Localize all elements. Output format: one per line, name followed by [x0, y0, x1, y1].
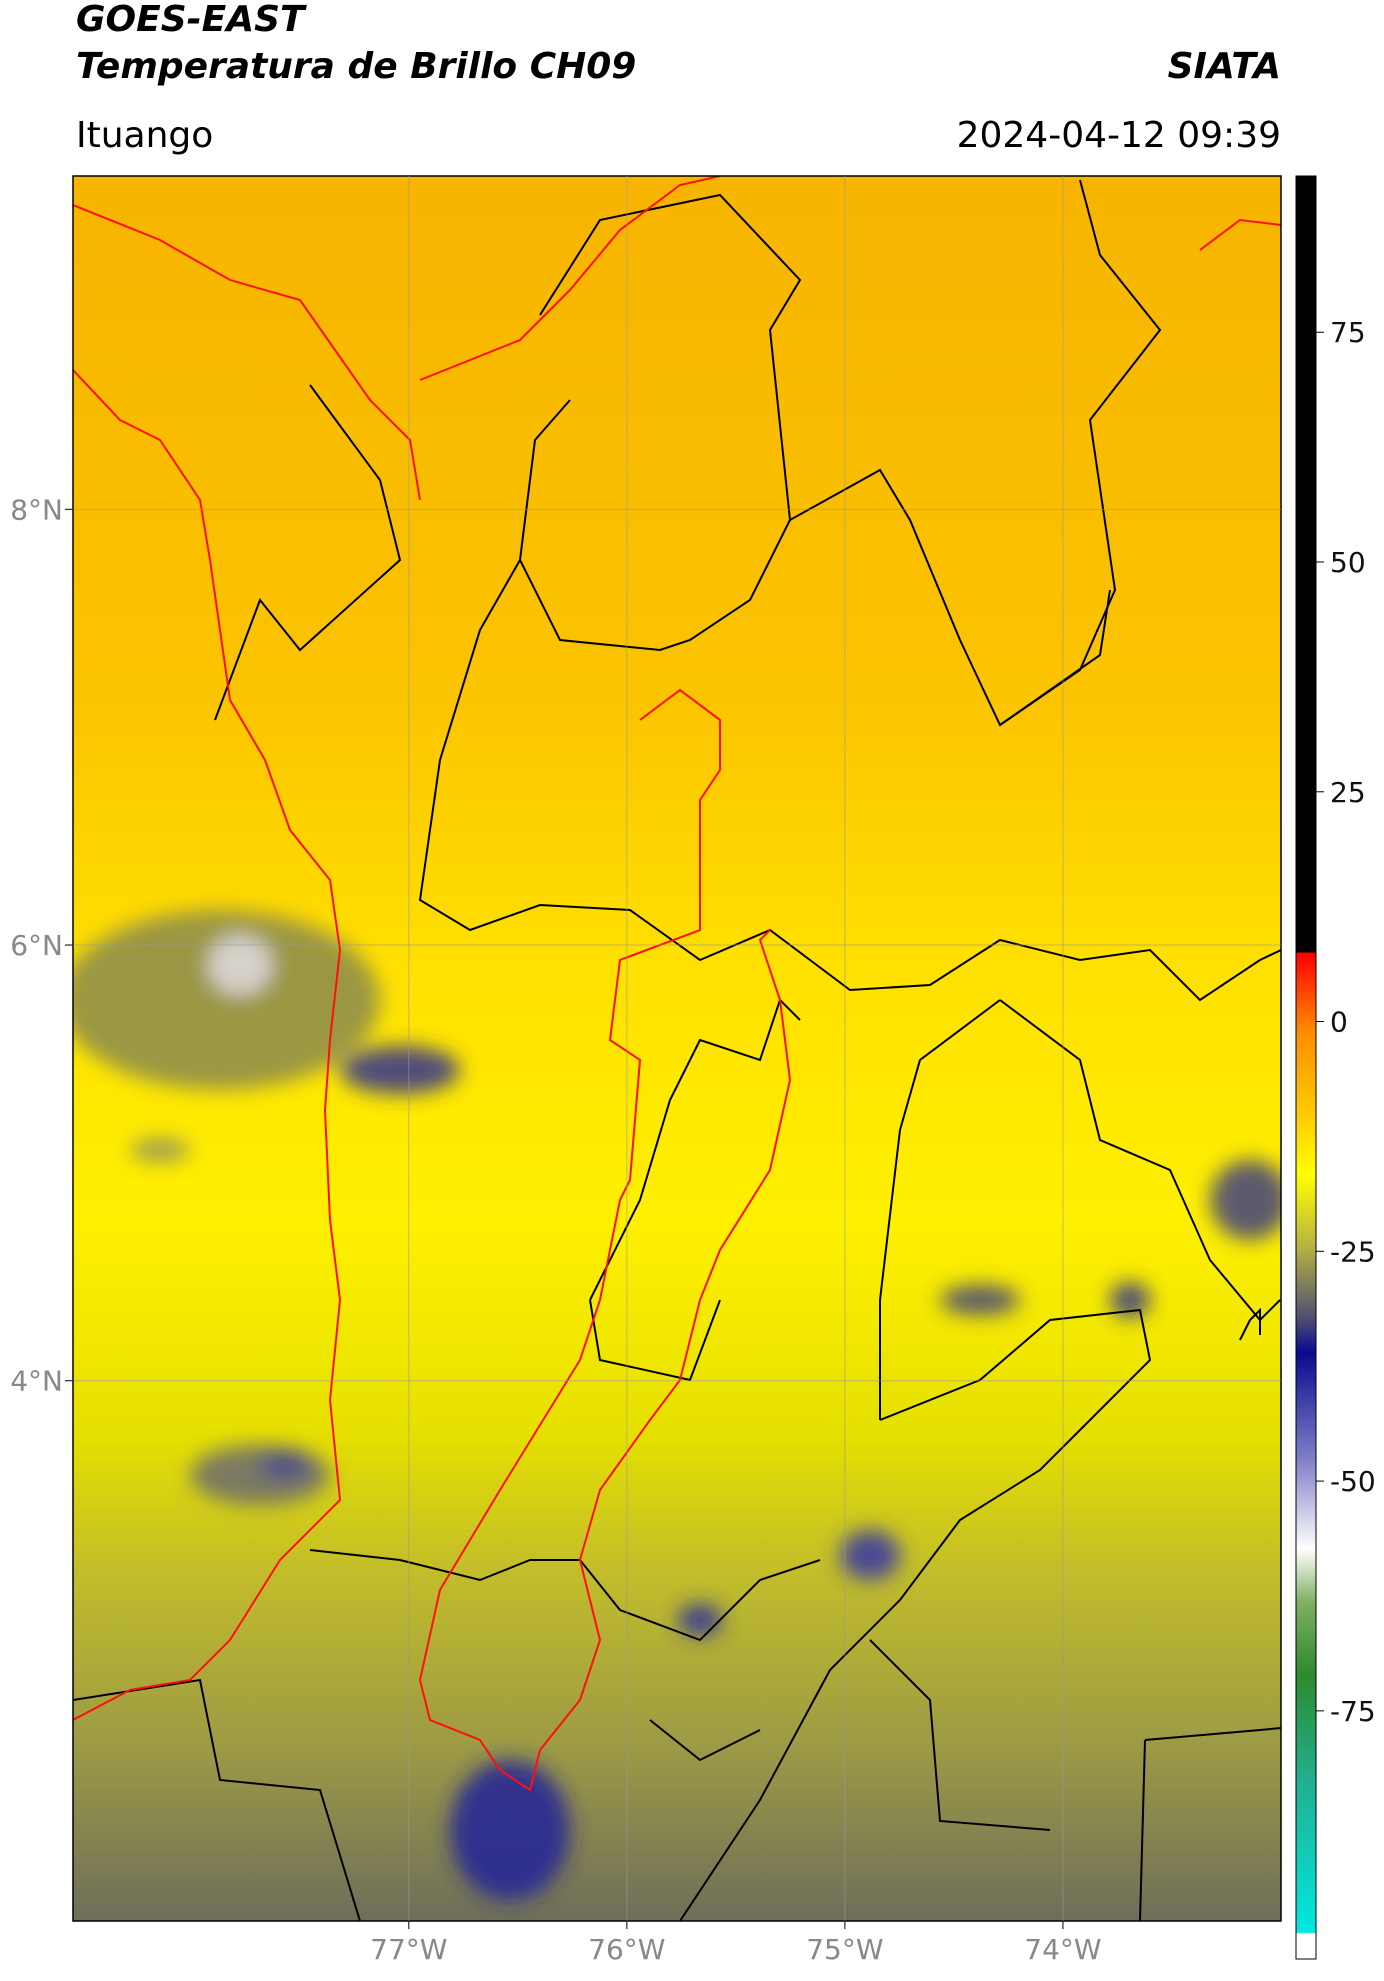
x-tick-label: 74°W — [1024, 1933, 1101, 1966]
brand: SIATA — [1168, 46, 1281, 87]
x-tick-label: 76°W — [588, 1933, 665, 1966]
title: GOES-EAST — [76, 0, 307, 40]
colorbar-tick-label: -75 — [1330, 1695, 1376, 1728]
y-tick-label: 6°N — [10, 929, 63, 962]
colorbar-tick-label: 50 — [1330, 546, 1366, 579]
colorbar — [1295, 175, 1317, 1960]
map-field — [73, 176, 1281, 1921]
x-tick-label: 75°W — [806, 1933, 883, 1966]
colorbar-tick-label: -25 — [1330, 1235, 1376, 1268]
subtitle: Temperatura de Brillo CH09 — [76, 46, 636, 87]
location: Ituango — [76, 115, 213, 156]
y-tick-label: 8°N — [10, 493, 63, 526]
colorbar-tick-label: 0 — [1330, 1006, 1348, 1039]
colorbar-tick-label: 75 — [1330, 316, 1366, 349]
colorbar-tick-label: 25 — [1330, 776, 1366, 809]
colorbar-tick-label: -50 — [1330, 1465, 1376, 1498]
x-tick-label: 77°W — [370, 1933, 447, 1966]
y-tick-label: 4°N — [10, 1365, 63, 1398]
map-frame — [72, 175, 1282, 1922]
datetime: 2024-04-12 09:39 — [957, 115, 1281, 156]
